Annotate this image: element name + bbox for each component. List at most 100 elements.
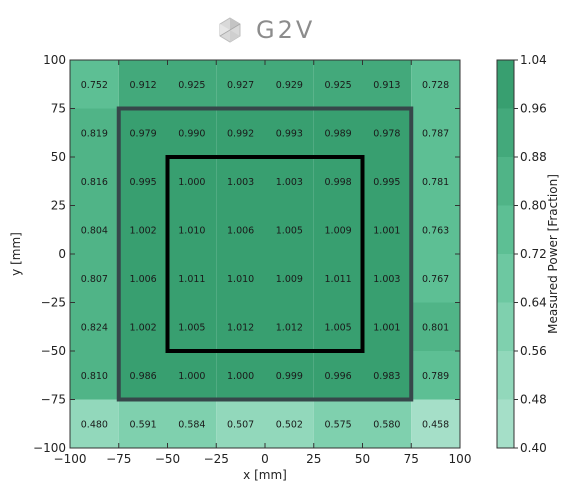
cell-value-label: 1.011 — [178, 274, 205, 285]
heatmap-cell — [118, 60, 168, 109]
heatmap-cell — [362, 254, 412, 303]
cell-value-label: 1.006 — [227, 225, 254, 236]
x-tick-label: −75 — [106, 452, 131, 466]
colorbar-tick-label: 0.48 — [520, 393, 547, 407]
colorbar-ticks: 0.40 0.48 0.56 0.64 0.72 0.80 0.88 0.96 1.04 — [514, 53, 547, 455]
cell-value-label: 0.584 — [178, 419, 205, 430]
heatmap-cell — [362, 399, 412, 448]
y-tick-label: −100 — [33, 441, 66, 455]
heatmap-cell — [265, 254, 314, 303]
heatmap-cell — [411, 157, 460, 206]
cell-value-label: 0.989 — [325, 128, 352, 139]
heatmap-cell — [313, 157, 363, 206]
heatmap-cell — [313, 205, 363, 254]
inner-region-frame — [165, 155, 365, 353]
cell-value-label: 0.927 — [227, 80, 254, 91]
heatmap-cell — [167, 157, 217, 206]
colorbar-segment — [497, 108, 514, 157]
heatmap-cell — [118, 254, 168, 303]
x-tick-label: 0 — [261, 452, 269, 466]
colorbar-tick-label: 1.04 — [520, 53, 547, 67]
colorbar-segment — [497, 254, 514, 303]
cell-value-label: 0.789 — [422, 371, 449, 382]
cell-value-label: 1.003 — [276, 177, 303, 188]
cell-value-label: 0.767 — [422, 274, 449, 285]
heatmap-cell — [216, 351, 265, 400]
colorbar-tick-label: 0.56 — [520, 344, 547, 358]
colorbar-segment — [497, 399, 514, 448]
colorbar-tick-label: 0.88 — [520, 150, 547, 164]
colorbar-segment — [497, 351, 514, 400]
y-axis: −100 −75 −50 −25 0 25 50 75 100 — [33, 53, 460, 455]
colorbar-segment — [497, 60, 514, 109]
cell-value-label: 1.000 — [178, 177, 205, 188]
heatmap-cell — [265, 302, 314, 351]
heatmap-cell — [216, 108, 265, 157]
heatmap-cell — [362, 60, 412, 109]
cell-value-label: 0.925 — [178, 80, 205, 91]
y-tick-label: 25 — [51, 199, 66, 213]
heatmap-cell — [362, 108, 412, 157]
cell-value-label: 0.992 — [227, 128, 254, 139]
heatmap-cell — [362, 157, 412, 206]
cell-value-label: 0.807 — [81, 274, 108, 285]
cell-value-label: 1.005 — [325, 322, 352, 333]
cell-value-label: 1.011 — [325, 274, 352, 285]
cell-value-label: 1.010 — [227, 274, 254, 285]
cell-value-label: 0.787 — [422, 128, 449, 139]
y-tick-label: 75 — [51, 102, 66, 116]
logo-icon — [219, 17, 241, 43]
cell-value-label: 0.824 — [81, 322, 108, 333]
cell-value-label: 1.000 — [178, 371, 205, 382]
colorbar-tick-label: 0.64 — [520, 296, 547, 310]
heatmap-cell — [313, 302, 363, 351]
x-tick-label: 100 — [449, 452, 472, 466]
heatmap-cell — [70, 205, 119, 254]
region-frames — [116, 106, 414, 402]
heatmap-cell — [216, 205, 265, 254]
heatmap-cell — [167, 205, 217, 254]
heatmap-cell — [118, 157, 168, 206]
colorbar-segment — [497, 205, 514, 254]
heatmap-cell — [167, 254, 217, 303]
heatmap-cell — [362, 205, 412, 254]
y-tick-label: −25 — [41, 296, 66, 310]
x-tick-label: 25 — [306, 452, 321, 466]
cell-value-label: 0.480 — [81, 419, 108, 430]
heatmap-cell — [70, 108, 119, 157]
heatmap-cell — [118, 351, 168, 400]
heatmap-cell — [118, 108, 168, 157]
heatmap-cell — [216, 254, 265, 303]
cell-value-label: 1.002 — [130, 322, 157, 333]
heatmap-cell — [70, 399, 119, 448]
cell-value-label: 1.005 — [178, 322, 205, 333]
cell-value-label: 0.925 — [325, 80, 352, 91]
heatmap-cell — [265, 108, 314, 157]
cell-value-label: 0.752 — [81, 80, 108, 91]
cell-value-label: 0.912 — [130, 80, 157, 91]
x-axis-label: x [mm] — [243, 468, 287, 482]
y-tick-label: −75 — [41, 393, 66, 407]
cell-value-label: 0.580 — [373, 419, 400, 430]
heatmap — [70, 60, 460, 448]
cell-value-label: 0.507 — [227, 419, 254, 430]
heatmap-cell — [167, 60, 217, 109]
heatmap-cell — [313, 399, 363, 448]
heatmap-cell — [411, 399, 460, 448]
heatmap-cell — [118, 399, 168, 448]
cell-value-label: 0.810 — [81, 371, 108, 382]
y-tick-label: 100 — [43, 53, 66, 67]
cell-value-label: 0.591 — [130, 419, 157, 430]
x-tick-label: −100 — [54, 452, 87, 466]
cell-value-label: 1.003 — [227, 177, 254, 188]
y-tick-label: −50 — [41, 344, 66, 358]
heatmap-cell — [70, 157, 119, 206]
x-tick-label: 75 — [404, 452, 419, 466]
cell-value-label: 0.995 — [373, 177, 400, 188]
heatmap-cell — [265, 205, 314, 254]
cell-value-label: 1.006 — [130, 274, 157, 285]
colorbar — [496, 59, 515, 449]
cell-value-label: 1.002 — [130, 225, 157, 236]
cell-value-label: 0.995 — [130, 177, 157, 188]
